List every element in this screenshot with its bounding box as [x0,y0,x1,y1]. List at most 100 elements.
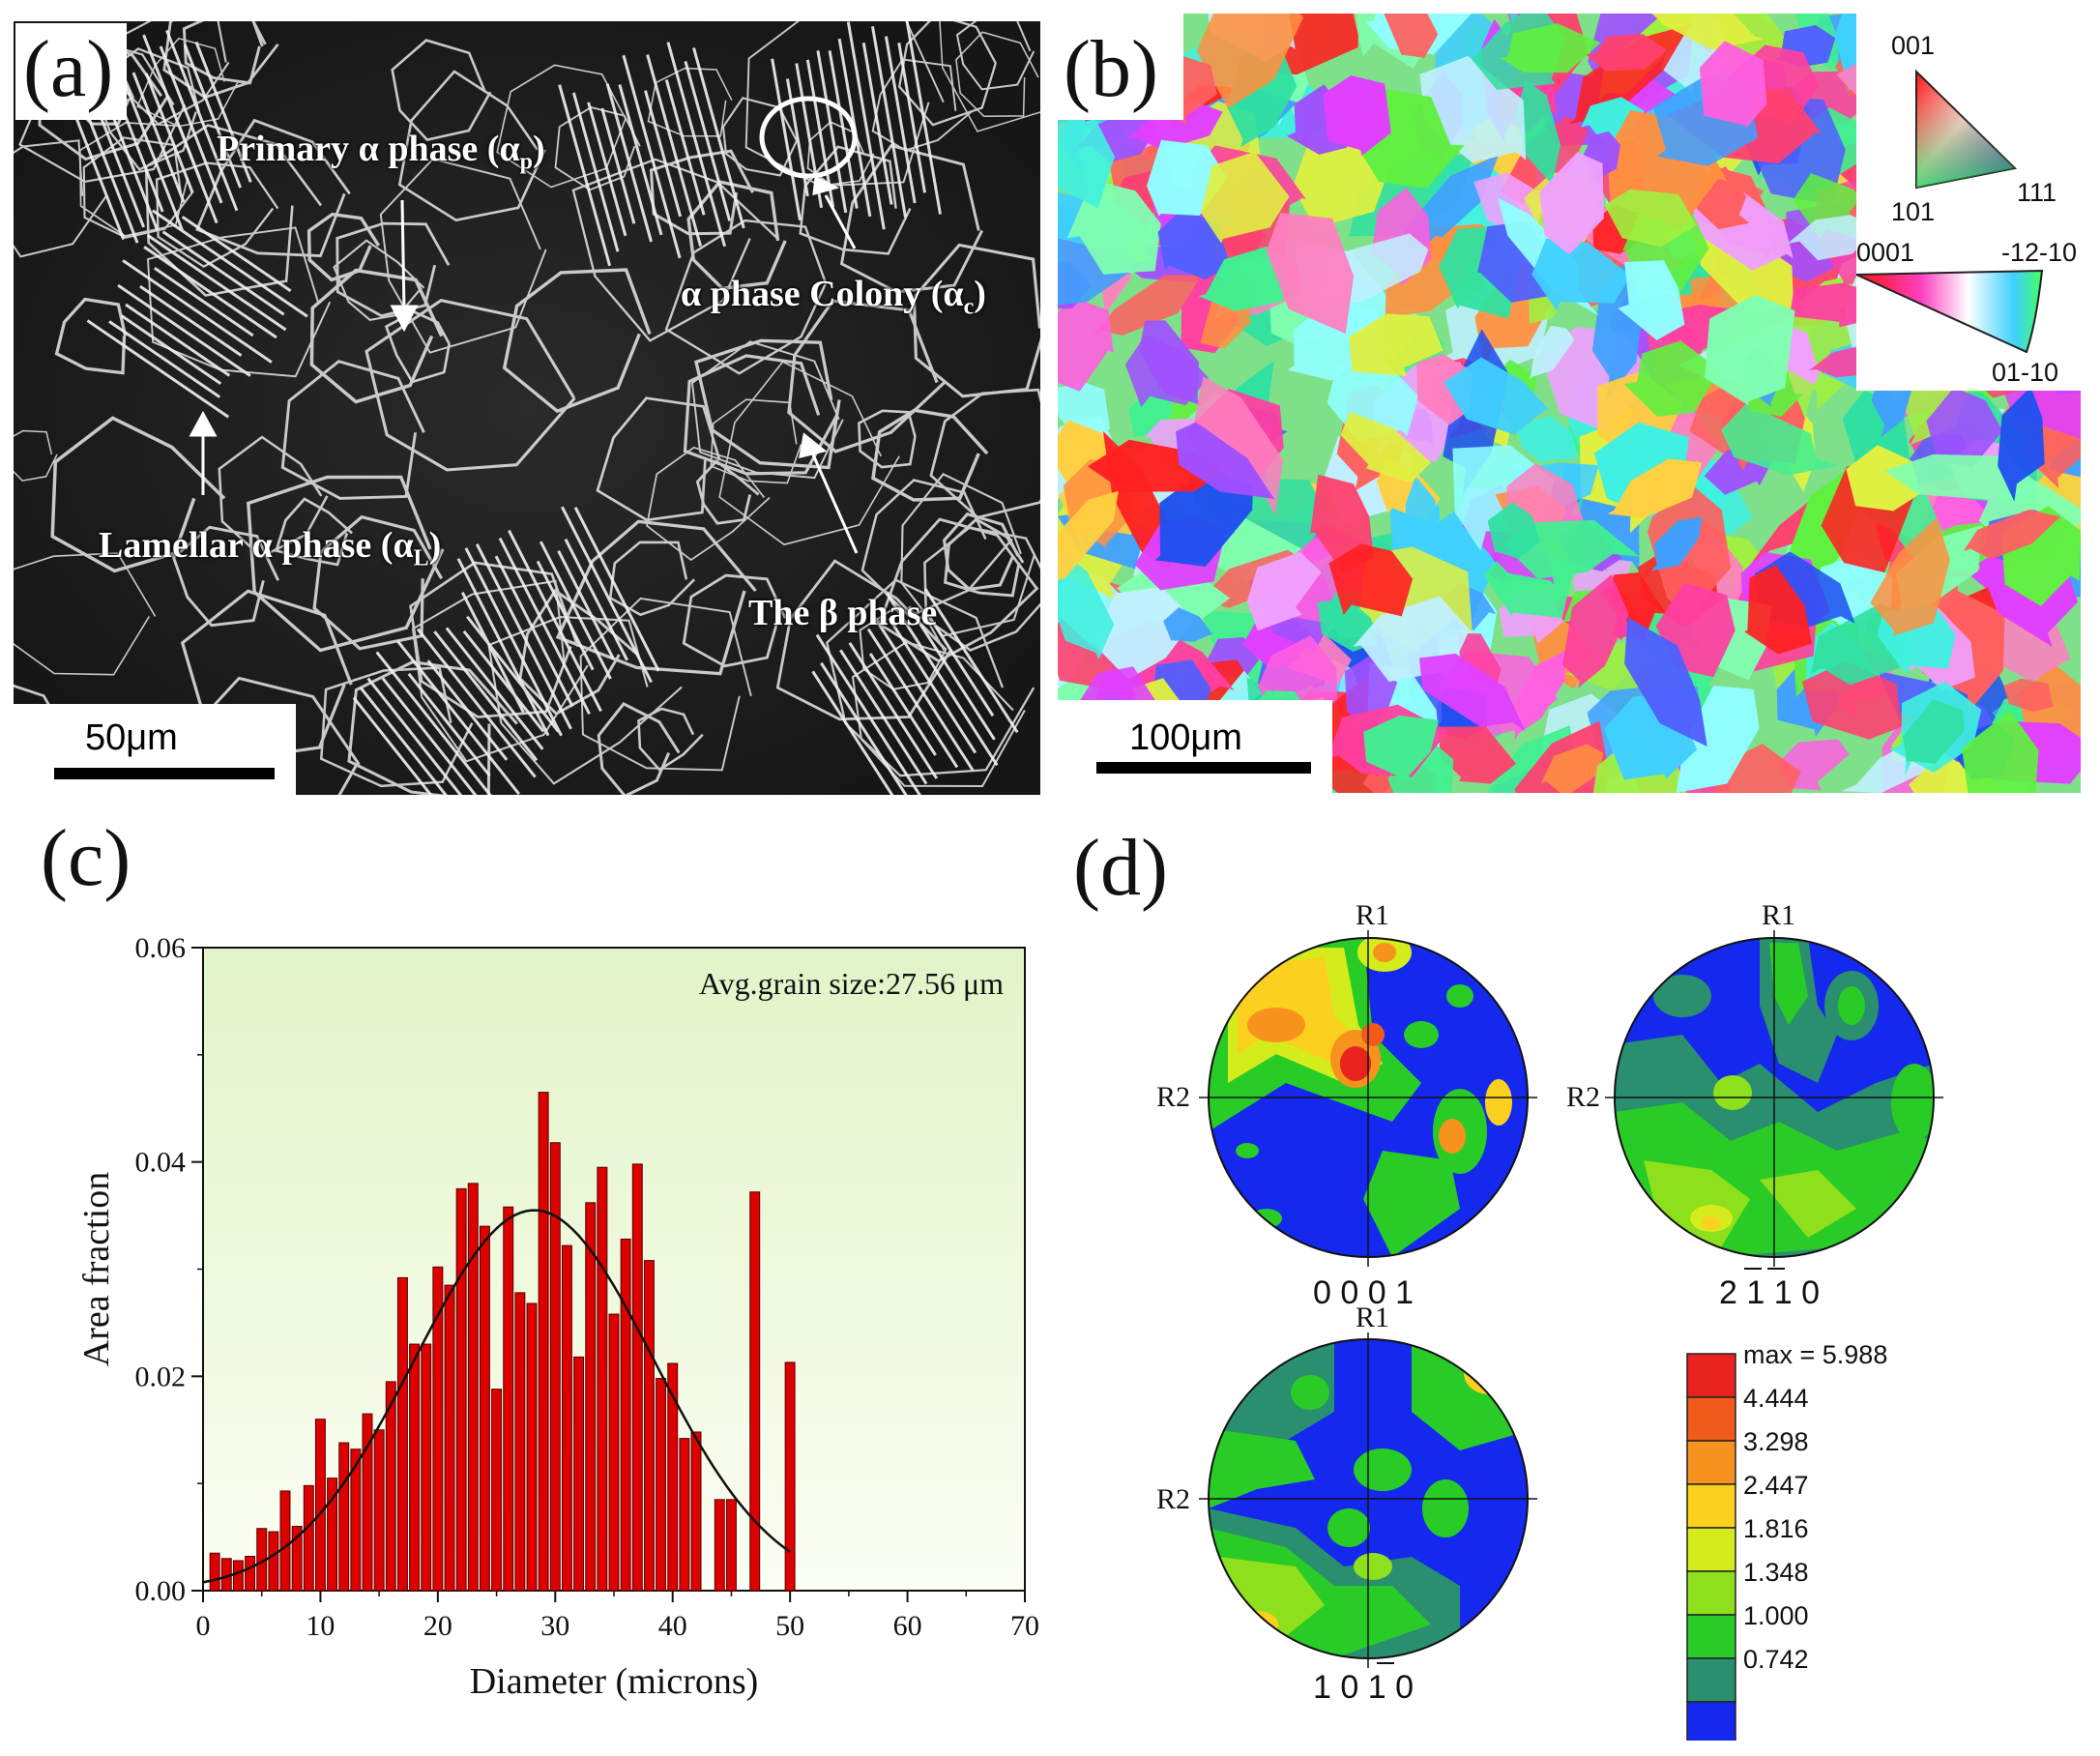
histogram-bar [503,1206,514,1592]
histogram-bar [303,1484,314,1592]
gaussian-fit-curve [202,1209,791,1584]
x-tick-label: 40 [658,1610,687,1642]
ebsd-corner-mask [1058,14,1183,120]
histogram-bar [690,1431,702,1592]
sem-texture [14,21,1040,795]
pole-figure-0001: R1 R2 0 0 0 1 [1156,899,1537,1311]
panel-label-b: (b) [1064,24,1158,114]
histogram-bar [232,1560,244,1592]
x-axis-title: Diameter (microns) [470,1661,759,1702]
histogram-bar [585,1202,597,1592]
x-tick-label: 60 [893,1610,922,1642]
pf2-index: 2 1 1 0 [1719,1274,1820,1311]
legend-swatch [1686,1483,1736,1529]
legend-level-label: 0.742 [1743,1645,1809,1674]
pole-figure-2110: R1 R2 2 1 1 0 [1566,899,1943,1311]
histogram-bar [314,1419,326,1592]
x-tick-label: 20 [423,1610,452,1642]
ipf-color-keys: 001 101 111 0001 -12-10 01-10 [1856,31,2077,387]
pole-figures: R1 R2 0 0 0 1 R1 R2 2 1 1 0 [1156,899,1943,1741]
ipf-hex-triangle [1856,269,2044,354]
legend-level-label: 3.298 [1743,1427,1809,1456]
pf2-r2-label: R2 [1566,1081,1600,1113]
pf3-r1-label: R1 [1356,1302,1389,1333]
histogram-bar [784,1361,796,1592]
pf3-index: 1 0 1 0 [1313,1669,1414,1706]
histogram-bar [421,1343,432,1592]
histogram-bar [373,1429,385,1592]
ebsd-scale-bar-box: 100μm [1058,700,1332,793]
avg-grain-size-annotation: Avg.grain size:27.56 μm [699,966,1004,1001]
x-tick-label: 0 [196,1610,211,1642]
y-tick-label: 0.02 [135,1361,187,1392]
histogram-bar [631,1163,643,1592]
legend-swatch [1686,1657,1736,1703]
alpha-colony-label: α phase Colony (αc) [681,274,986,320]
panel-label-a: (a) [15,23,128,120]
histogram-bar [679,1438,690,1592]
histogram-bar [396,1276,408,1592]
annotation-arrows [189,175,859,554]
histogram-bar [455,1187,467,1592]
histogram-bar [209,1552,220,1592]
histogram-bar [656,1378,667,1592]
pole-figure-1010: R1 R2 1 0 1 0 [1156,1302,1537,1706]
ipf-hex-12-10: -12-10 [2001,238,2077,267]
legend-level-label: 1.348 [1743,1558,1809,1587]
histogram-bar [526,1302,538,1592]
legend-level-label: max = 5.988 [1743,1340,1887,1369]
ipf-hex-0001: 0001 [1856,238,1914,267]
colony-circle [759,96,858,179]
x-tick-label: 30 [540,1610,569,1642]
histogram-bar [749,1191,761,1592]
legend-level-label: 4.444 [1743,1384,1809,1413]
pf1-r1-label: R1 [1356,899,1389,931]
primary-alpha-label: Primary α phase (αp) [217,129,545,175]
histogram-bar [491,1389,503,1592]
histogram-bar [350,1449,362,1592]
legend-level-label: 1.000 [1743,1601,1809,1630]
pf1-r2-label: R2 [1156,1081,1190,1113]
scale-bar-label: 50μm [85,717,178,758]
histogram-bar [409,1343,421,1592]
y-axis-title: Area fraction [76,1172,117,1367]
scale-bar-box: 50μm [14,704,296,795]
panel-label-c: (c) [41,813,131,903]
sem-micrograph: Primary α phase (αp) α phase Colony (αc)… [14,21,1040,795]
histogram-bar [479,1225,490,1592]
ebsd-scale-bar [1096,762,1311,774]
legend-swatch [1686,1353,1736,1398]
histogram-bar [620,1238,631,1592]
histogram-bar [362,1413,373,1592]
histogram-bar [608,1313,620,1592]
histogram-bars [209,1092,796,1592]
y-axis-ticks: 0.00 0.02 0.04 0.06 [135,932,203,1607]
legend-swatch [1686,1570,1736,1616]
legend-swatch [1686,1396,1736,1442]
legend-swatch [1686,1701,1736,1741]
pf1-index: 0 0 0 1 [1313,1274,1414,1311]
ebsd-scale-bar-label: 100μm [1129,717,1242,758]
histogram-bar [514,1292,526,1592]
y-tick-label: 0.04 [135,1147,187,1179]
pf2-r1-label: R1 [1762,899,1795,931]
histogram-bar [291,1526,303,1592]
beta-phase-label: The β phase [748,593,938,633]
x-tick-label: 50 [775,1610,804,1642]
histogram-bar [725,1499,737,1592]
histogram-bar [643,1260,655,1592]
histogram-bar [338,1442,350,1592]
histogram-bar [573,1356,585,1592]
panel-label-d: (d) [1073,823,1168,913]
lamellar-alpha-label: Lamellar α phase (αL) [99,525,442,571]
histogram-bar [549,1142,561,1592]
grain-size-histogram: 0 10 20 30 40 50 60 70 0.00 0.02 0.04 0.06 Diamete… [76,932,1039,1702]
histogram-bar [268,1531,279,1592]
legend-swatch [1686,1527,1736,1572]
histogram-bar [327,1478,338,1592]
histogram-bar [597,1166,608,1592]
ipf-cubic-001: 001 [1891,31,1935,60]
y-tick-label: 0.00 [135,1575,187,1607]
x-axis-ticks: 0 10 20 30 40 50 60 70 [196,1591,1039,1642]
legend-swatch [1686,1440,1736,1485]
